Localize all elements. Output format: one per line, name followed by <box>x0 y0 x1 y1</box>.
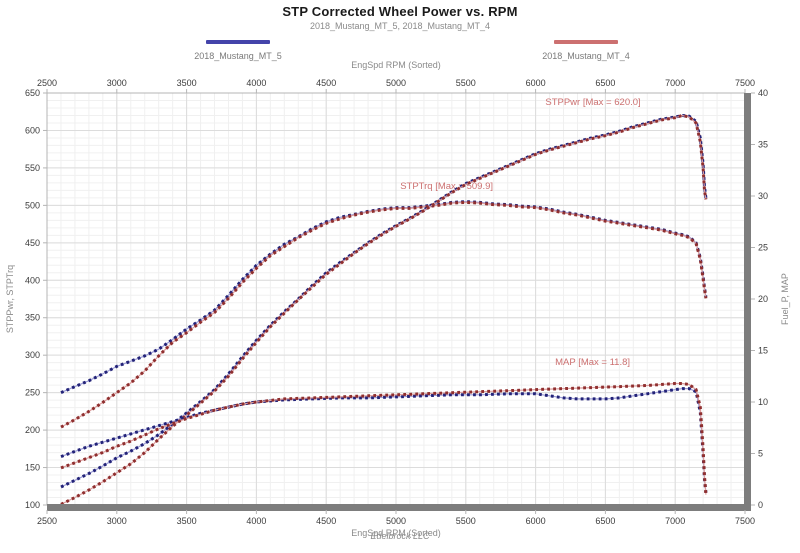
y-right-tick-label: 10 <box>758 397 768 407</box>
legend-label-mt5: 2018_Mustang_MT_5 <box>194 51 282 61</box>
legend-item-mt4: 2018_Mustang_MT_4 <box>506 40 666 64</box>
x-tick-label-bottom: 5500 <box>456 516 476 526</box>
y-axis-title-left: STPPwr, STPTrq <box>5 265 15 333</box>
y-left-tick-label: 600 <box>25 125 40 135</box>
series-dots <box>60 200 708 394</box>
x-tick-label-bottom: 7500 <box>735 516 755 526</box>
y-left-tick-label: 650 <box>25 88 40 98</box>
x-axis-title-bottom: EngSpd RPM (Sorted) <box>351 528 441 538</box>
x-tick-label-bottom: 4000 <box>246 516 266 526</box>
y-left-tick-label: 450 <box>25 238 40 248</box>
annotation-max-label: STPTrq [Max = 509.9] <box>400 181 493 192</box>
annotation-max-label: STPPwr [Max = 620.0] <box>545 97 640 108</box>
x-tick-label-top: 5500 <box>456 78 476 88</box>
footer-credit: Edelbrock LLC <box>370 531 430 541</box>
x-tick-label-bottom: 4500 <box>316 516 336 526</box>
legend-swatch-blue <box>206 40 270 44</box>
y-right-tick-label: 25 <box>758 243 768 253</box>
chart-title: STP Corrected Wheel Power vs. RPM <box>282 4 518 19</box>
y-left-tick-label: 250 <box>25 388 40 398</box>
y-right-tick-label: 40 <box>758 88 768 98</box>
x-tick-label-bottom: 3000 <box>107 516 127 526</box>
chart-subtitle: 2018_Mustang_MT_5, 2018_Mustang_MT_4 <box>309 21 491 31</box>
legend-swatch-red <box>554 40 618 44</box>
x-tick-label-bottom: 3500 <box>177 516 197 526</box>
plot-border-right <box>744 93 751 511</box>
series-dots <box>60 382 708 495</box>
series-line <box>60 201 707 428</box>
series-dots <box>60 113 708 489</box>
x-tick-label-top: 3000 <box>107 78 127 88</box>
x-tick-label-bottom: 6000 <box>526 516 546 526</box>
x-tick-label-top: 7500 <box>735 78 755 88</box>
x-tick-label-bottom: 2500 <box>37 516 57 526</box>
y-right-tick-label: 30 <box>758 191 768 201</box>
x-tick-label-top: 3500 <box>177 78 197 88</box>
legend-label-mt4: 2018_Mustang_MT_4 <box>542 51 630 61</box>
y-left-tick-label: 150 <box>25 463 40 473</box>
y-right-tick-label: 5 <box>758 449 763 459</box>
legend-item-mt5: 2018_Mustang_MT_5 <box>158 40 318 64</box>
y-left-tick-label: 300 <box>25 350 40 360</box>
series-dots <box>60 387 708 493</box>
annotation-max-label: MAP [Max = 11.8] <box>555 357 630 368</box>
y-right-tick-label: 20 <box>758 294 768 304</box>
x-tick-label-top: 4500 <box>316 78 336 88</box>
y-left-tick-label: 400 <box>25 275 40 285</box>
y-right-tick-label: 15 <box>758 346 768 356</box>
x-tick-label-top: 7000 <box>665 78 685 88</box>
y-left-tick-label: 550 <box>25 163 40 173</box>
x-tick-label-bottom: 7000 <box>665 516 685 526</box>
y-right-tick-label: 35 <box>758 140 768 150</box>
x-tick-label-bottom: 5000 <box>386 516 406 526</box>
y-left-tick-label: 500 <box>25 200 40 210</box>
x-axis-title-top: EngSpd RPM (Sorted) <box>351 60 441 70</box>
x-tick-label-top: 2500 <box>37 78 57 88</box>
y-left-tick-label: 350 <box>25 313 40 323</box>
x-tick-label-bottom: 6500 <box>595 516 615 526</box>
y-axis-title-right: Fuel_P, MAP <box>780 273 790 325</box>
x-tick-label-top: 5000 <box>386 78 406 88</box>
plot-border-bottom <box>47 504 751 511</box>
x-tick-label-top: 4000 <box>246 78 266 88</box>
y-left-tick-label: 200 <box>25 425 40 435</box>
y-right-tick-label: 0 <box>758 500 763 510</box>
x-tick-label-top: 6500 <box>595 78 615 88</box>
y-left-tick-label: 100 <box>25 500 40 510</box>
series-line <box>60 114 707 488</box>
x-tick-label-top: 6000 <box>526 78 546 88</box>
series-dots <box>60 200 708 429</box>
